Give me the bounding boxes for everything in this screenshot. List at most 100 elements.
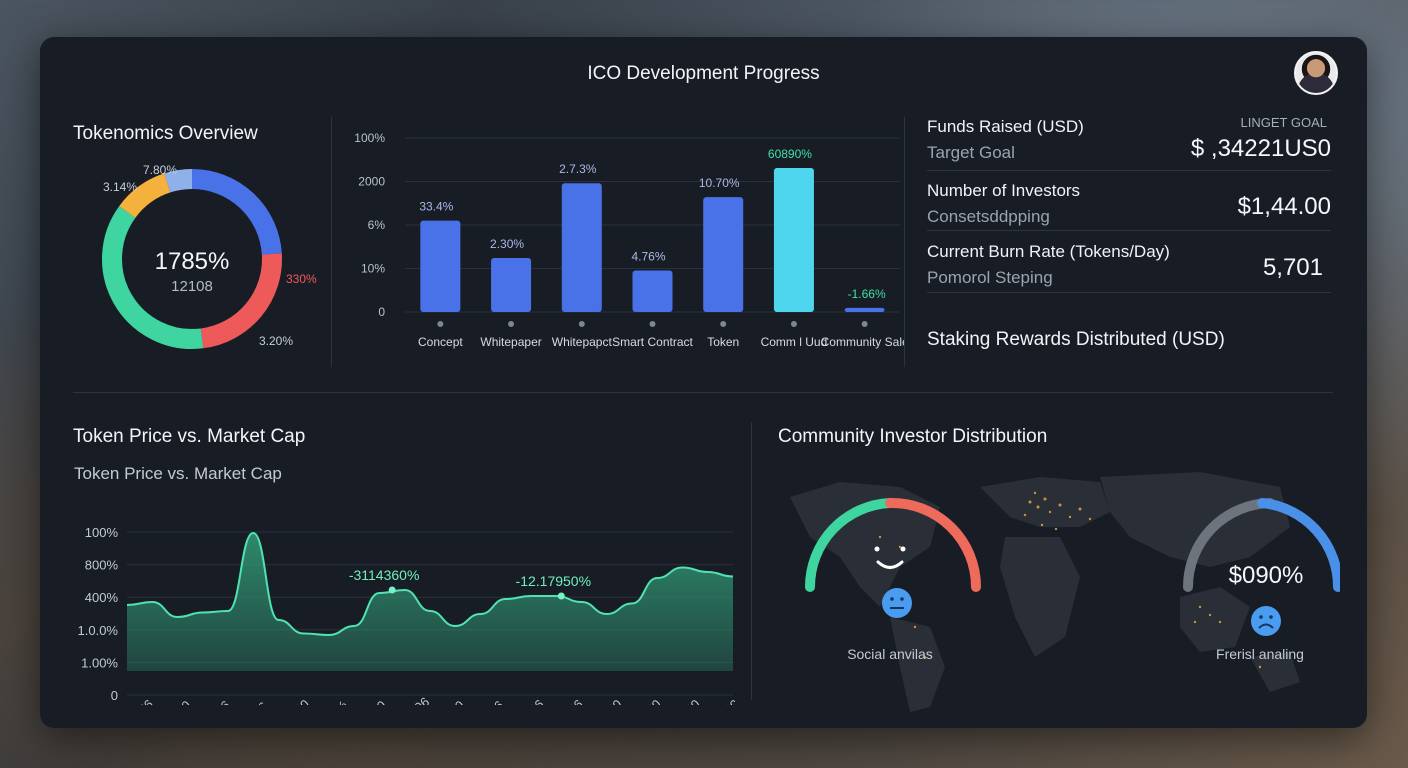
x-tick-dot xyxy=(861,321,868,327)
smile-icon xyxy=(874,546,906,569)
gauge-left-caption: Social anvilas xyxy=(847,646,933,662)
sad-face-icon xyxy=(1251,606,1281,636)
price-chart-subtitle: Token Price vs. Market Cap xyxy=(74,464,282,483)
y-tick-label: 0 xyxy=(111,688,118,703)
gauge-right-arc xyxy=(1183,498,1275,592)
price-area-chart: 0 1.00% 1.0.0% 400% 800% 100% -3114360% -12.179… xyxy=(78,525,735,705)
x-tick-label: 3406 xyxy=(201,698,233,705)
divider xyxy=(927,292,1331,293)
x-tick-label: Smart Contract xyxy=(612,335,693,349)
x-tick-label: 1.0406 xyxy=(392,694,432,705)
price-line xyxy=(126,531,734,637)
x-tick-dot xyxy=(720,321,727,327)
annotation-point[interactable] xyxy=(388,586,396,594)
donut-segment xyxy=(119,173,171,219)
stat-investors: Number of Investors Consetsddpping $1,44… xyxy=(927,181,1331,233)
y-tick-label: 10% xyxy=(361,262,385,276)
x-tick-label: 0.000 xyxy=(629,696,664,705)
x-tick-label: 4070 xyxy=(357,698,389,705)
y-tick-label: 100% xyxy=(85,525,119,540)
bar[interactable] xyxy=(420,220,461,312)
y-tick-label: 800% xyxy=(85,558,119,573)
price-chart-title: Token Price vs. Market Cap xyxy=(73,426,306,447)
tokenomics-donut: 1785% 12108 xyxy=(102,169,282,349)
stat-sub: Consetsddpping xyxy=(927,207,1050,226)
bar[interactable] xyxy=(561,183,602,312)
divider xyxy=(751,422,752,700)
y-tick-label: 0 xyxy=(378,305,385,319)
x-tick-dot xyxy=(508,321,515,327)
data-label: 10.70% xyxy=(699,176,740,190)
x-tick-label: Community Sale xyxy=(821,335,905,349)
x-tick-label: Whitepaper xyxy=(480,335,541,349)
tokenomics-title: Tokenomics Overview xyxy=(73,123,258,144)
donut-segment xyxy=(200,253,282,349)
y-tick-label: 1.0.0% xyxy=(78,623,119,638)
donut-label: 3.20% xyxy=(259,334,294,348)
x-tick-label: 0.36 xyxy=(241,699,270,705)
stat-label: Staking Rewards Distributed (USD) xyxy=(927,329,1225,350)
stat-staking: Staking Rewards Distributed (USD) xyxy=(927,329,1331,351)
data-label: 60890% xyxy=(768,147,812,161)
y-tick-label: 400% xyxy=(85,590,119,605)
x-tick-dot xyxy=(649,321,656,327)
x-tick-dot xyxy=(578,321,585,327)
data-label: 2.7.3% xyxy=(559,162,597,176)
gauge-left-arc xyxy=(885,497,981,592)
stat-value: 5,701 xyxy=(1262,254,1323,281)
donut-label: 3.14% xyxy=(103,180,138,194)
x-tick-label: 4406 xyxy=(474,698,506,705)
bar[interactable] xyxy=(491,258,532,312)
annotation-label: -3114360% xyxy=(349,567,420,583)
dashboard-panel: ICO Development Progress Tokenomics Over… xyxy=(40,37,1367,728)
stat-label: Number of Investors xyxy=(927,181,1081,200)
divider xyxy=(927,170,1331,171)
y-tick-label: 1.00% xyxy=(81,655,118,670)
data-label: 2.30% xyxy=(490,237,524,251)
y-tick-label: 6% xyxy=(368,218,386,232)
donut-label: 7.80% xyxy=(143,163,178,177)
divider xyxy=(904,117,905,367)
donut-segment xyxy=(191,169,282,255)
donut-center-value: 1785% xyxy=(155,248,230,275)
avatar[interactable] xyxy=(1294,51,1338,95)
data-label: 4.76% xyxy=(631,249,665,263)
x-tick-label: 4.000 xyxy=(668,696,703,705)
stat-value: $1,44.00 xyxy=(1237,193,1331,220)
annotation-point[interactable] xyxy=(557,592,565,600)
page-title: ICO Development Progress xyxy=(587,63,820,84)
donut-segment xyxy=(164,169,193,193)
x-tick-label: 1.000 xyxy=(590,696,625,705)
stat-funds-raised: Funds Raised (USD) Target Goal LINGET GO… xyxy=(927,115,1331,169)
x-tick-label: Token xyxy=(707,335,739,349)
stat-sub: Pomorol Steping xyxy=(927,268,1053,287)
x-tick-label: 2260 xyxy=(162,698,194,705)
section-divider xyxy=(73,392,1333,393)
gauge-right-value: $090% xyxy=(1229,562,1304,589)
x-tick-dot xyxy=(790,321,797,327)
x-tick-dot xyxy=(437,321,444,327)
gauge-left-arc xyxy=(804,498,895,592)
gauge-right-caption: Frerisl analing xyxy=(1216,646,1304,662)
bar[interactable] xyxy=(703,197,744,312)
stat-burn-rate: Current Burn Rate (Tokens/Day) Pomorol S… xyxy=(927,242,1331,294)
data-label: 33.4% xyxy=(419,200,453,214)
stage-bar-chart: 0 10% 6% 2000 100% 33.4% Concept 2.30% Whitepape… xyxy=(354,131,905,349)
bar[interactable] xyxy=(844,307,885,312)
bar[interactable] xyxy=(773,168,814,312)
x-tick-label: 2,7?6 xyxy=(121,696,156,705)
bar[interactable] xyxy=(632,270,673,312)
divider xyxy=(927,230,1331,231)
divider xyxy=(331,117,332,367)
gauge-right-arc xyxy=(1257,498,1340,592)
stat-kicker: LINGET GOAL xyxy=(1240,115,1327,130)
x-tick-label: Concept xyxy=(418,335,463,349)
x-tick-label: 2.706 xyxy=(512,696,547,705)
x-tick-label: 9.0% xyxy=(318,697,351,705)
stat-label: Funds Raised (USD) xyxy=(927,117,1084,136)
y-tick-label: 2000 xyxy=(358,175,385,189)
distribution-title: Community Investor Distribution xyxy=(778,426,1048,447)
x-tick-label: 2200 xyxy=(435,698,467,705)
donut-label: 330% xyxy=(286,272,317,286)
x-tick-label: Comm l Uud xyxy=(761,335,828,349)
